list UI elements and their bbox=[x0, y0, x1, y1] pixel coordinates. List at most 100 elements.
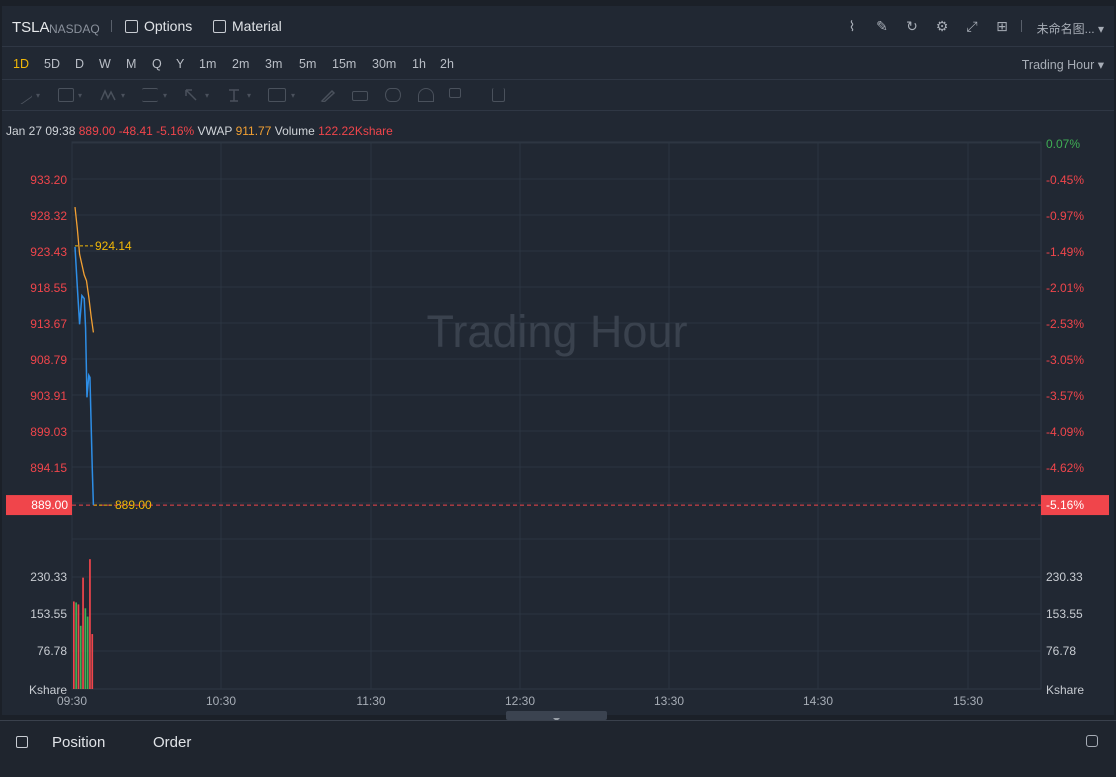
volume-bar bbox=[75, 602, 77, 689]
pen-tool-icon[interactable] bbox=[320, 88, 336, 103]
lock-icon[interactable] bbox=[352, 91, 368, 101]
session-dropdown[interactable]: Trading Hour ▾ bbox=[1021, 58, 1104, 72]
symbol-label[interactable]: TSLA bbox=[12, 19, 50, 36]
info-volume-label: Volume bbox=[274, 124, 315, 138]
volume-bar bbox=[82, 577, 84, 689]
group-icon[interactable] bbox=[449, 88, 461, 98]
resize-handle[interactable] bbox=[506, 711, 607, 722]
x-tick-label: 12:30 bbox=[505, 694, 535, 708]
info-change-pct: -5.16% bbox=[156, 124, 195, 138]
price-tick-label: 913.67 bbox=[30, 317, 67, 331]
divider bbox=[1021, 20, 1022, 32]
pct-tick-label: -2.01% bbox=[1046, 281, 1084, 295]
period-y[interactable]: Y bbox=[176, 57, 185, 71]
fullscreen-icon[interactable]: ⤢ bbox=[966, 18, 978, 34]
settings-icon[interactable]: ⚙ bbox=[935, 18, 949, 34]
plot-frame bbox=[71, 141, 1042, 690]
period-5m[interactable]: 5m bbox=[299, 57, 317, 71]
pct-tick-label: -4.62% bbox=[1046, 461, 1084, 475]
vwap-line bbox=[74, 206, 95, 333]
document-icon bbox=[213, 19, 226, 33]
fib-tool-icon[interactable] bbox=[142, 88, 158, 102]
drawing-toolbar: ▾ ▾ ▾ ▾ ▾ ▾ ▾ bbox=[2, 80, 1114, 111]
popout-icon[interactable] bbox=[1086, 735, 1098, 747]
x-tick-label: 09:30 bbox=[57, 694, 87, 708]
session-label: Trading Hour bbox=[1021, 58, 1095, 72]
current-pct-label: -5.16% bbox=[1046, 498, 1084, 512]
divider bbox=[111, 20, 112, 32]
pct-tick-label: -3.05% bbox=[1046, 353, 1084, 367]
price-tick-label: 899.03 bbox=[30, 425, 67, 439]
chevron-down-icon: ▾ bbox=[247, 91, 252, 100]
x-tick-label: 10:30 bbox=[206, 694, 236, 708]
volume-tick-label-right: 153.55 bbox=[1046, 607, 1083, 621]
price-line bbox=[74, 246, 95, 506]
price-tick-label: 903.91 bbox=[30, 389, 67, 403]
options-icon bbox=[125, 19, 138, 33]
reset-icon[interactable]: ↻ bbox=[906, 18, 918, 34]
price-tick-label: 918.55 bbox=[30, 281, 67, 295]
period-bar: Trading Hour ▾ 1D 5D D W M Q Y 1m 2m 3m 5m 15m 30m 1h… bbox=[2, 47, 1114, 80]
workspace-name: 未命名图... bbox=[1036, 22, 1095, 36]
period-2h[interactable]: 2h bbox=[440, 57, 454, 71]
x-tick-label: 14:30 bbox=[803, 694, 833, 708]
pct-tick-label: -2.53% bbox=[1046, 317, 1084, 331]
period-1m[interactable]: 1m bbox=[199, 57, 217, 71]
info-vwap-label: VWAP bbox=[197, 124, 233, 138]
chart-tools: ⌇ ✎ ↻ ⚙ ⤢ ⊞ bbox=[844, 18, 1010, 34]
tab-position[interactable]: Position bbox=[52, 734, 106, 751]
rectangle-tool-icon[interactable] bbox=[58, 88, 74, 102]
volume-bar bbox=[73, 601, 75, 689]
volume-tick-label-right: 230.33 bbox=[1046, 570, 1083, 584]
measure-tool-icon[interactable] bbox=[268, 88, 286, 102]
period-3m[interactable]: 3m bbox=[265, 57, 283, 71]
info-vwap: 911.77 bbox=[235, 124, 272, 138]
period-m[interactable]: M bbox=[126, 57, 137, 71]
chevron-down-icon: ▾ bbox=[205, 91, 210, 100]
period-q[interactable]: Q bbox=[152, 57, 162, 71]
indicator-icon[interactable]: ⌇ bbox=[848, 18, 856, 34]
arrow-tool-icon[interactable] bbox=[184, 88, 200, 102]
bottom-panel: Position Order bbox=[0, 720, 1116, 777]
eye-icon[interactable] bbox=[385, 88, 401, 102]
workspace-dropdown[interactable]: 未命名图... ▾ bbox=[1036, 22, 1104, 36]
current-price-tag bbox=[6, 495, 72, 516]
current-price-label: 889.00 bbox=[31, 498, 68, 512]
options-label: Options bbox=[144, 18, 193, 34]
material-button[interactable]: Material bbox=[213, 18, 282, 34]
period-2m[interactable]: 2m bbox=[232, 57, 250, 71]
pct-tick-label: 0.07% bbox=[1046, 137, 1080, 151]
chevron-down-icon: ▾ bbox=[78, 91, 83, 100]
period-15m[interactable]: 15m bbox=[332, 57, 357, 71]
info-date: Jan 27 09:38 bbox=[6, 124, 76, 138]
period-30m[interactable]: 30m bbox=[372, 57, 397, 71]
price-chart[interactable]: 09:30 10:30 11:30 12:30 13:30 14:30 15:30 Tradi… bbox=[0, 0, 1116, 715]
period-1d[interactable]: 1D bbox=[13, 57, 29, 71]
period-d[interactable]: D bbox=[75, 57, 85, 71]
options-button[interactable]: Options bbox=[125, 18, 192, 34]
period-1h[interactable]: 1h bbox=[412, 57, 426, 71]
panel-toggle-icon[interactable] bbox=[16, 736, 28, 748]
tab-order[interactable]: Order bbox=[153, 734, 192, 751]
trash-icon[interactable] bbox=[492, 88, 505, 102]
period-w[interactable]: W bbox=[99, 57, 111, 71]
volume-bar bbox=[84, 608, 87, 689]
chart-panel: TSLA NASDAQ Options Material ⌇ ✎ ↻ ⚙ ⤢ ⊞… bbox=[2, 6, 1114, 715]
magnet-icon[interactable] bbox=[418, 88, 434, 102]
ohlc-info-bar: Jan 27 09:38 889.00 -48.41 -5.16% VWAP 9… bbox=[6, 124, 393, 138]
pct-tick-label: -4.09% bbox=[1046, 425, 1084, 439]
layout-icon[interactable]: ⊞ bbox=[996, 18, 1008, 34]
watermark: Trading Hour bbox=[427, 306, 688, 357]
draw-icon[interactable]: ✎ bbox=[876, 18, 888, 34]
pct-tick-label: -0.97% bbox=[1046, 209, 1084, 223]
pattern-tool-icon[interactable] bbox=[100, 88, 116, 102]
volume-unit-label: Kshare bbox=[29, 683, 67, 697]
price-marker-label: 889.00 bbox=[115, 498, 152, 512]
volume-bar bbox=[91, 634, 94, 689]
text-tool-icon[interactable] bbox=[226, 88, 242, 102]
x-tick-label: 13:30 bbox=[654, 694, 684, 708]
vwap-marker-label: 924.14 bbox=[95, 239, 132, 253]
price-tick-label: 894.15 bbox=[30, 461, 67, 475]
period-5d[interactable]: 5D bbox=[44, 57, 60, 71]
chevron-down-icon: ▾ bbox=[291, 91, 296, 100]
